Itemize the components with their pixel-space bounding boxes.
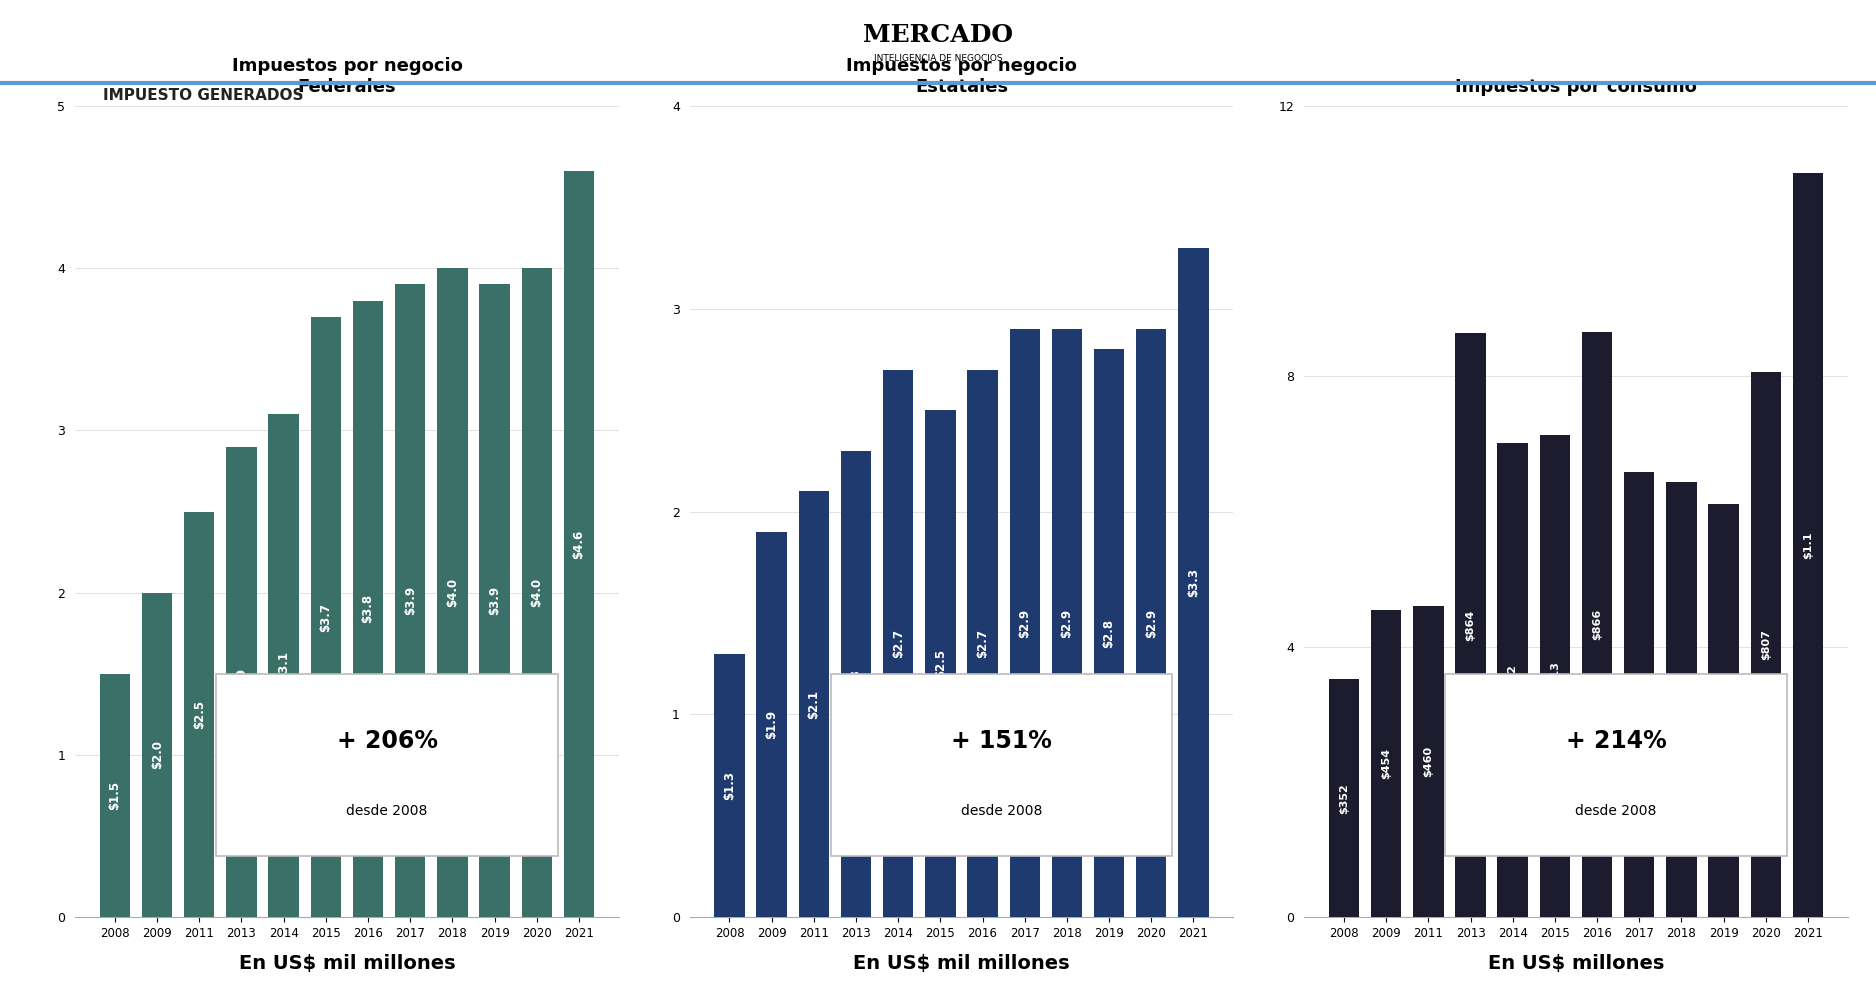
Title: Impuestos por consumo: Impuestos por consumo	[1456, 78, 1698, 96]
Bar	[1178, 248, 1208, 917]
Text: $2.9: $2.9	[1019, 609, 1032, 638]
Bar	[1540, 435, 1570, 917]
Text: $702: $702	[1508, 664, 1518, 696]
Bar	[1793, 173, 1823, 917]
Bar	[143, 593, 173, 917]
Bar	[1666, 483, 1696, 917]
Text: desde 2008: desde 2008	[347, 803, 428, 817]
Bar	[99, 674, 129, 917]
Bar	[799, 491, 829, 917]
Text: desde 2008: desde 2008	[1576, 803, 1657, 817]
Text: $3.1: $3.1	[278, 651, 291, 680]
Text: $2.7: $2.7	[976, 629, 989, 658]
Text: $866: $866	[1593, 609, 1602, 640]
Text: IMPUESTO GENERADOS: IMPUESTO GENERADOS	[103, 89, 304, 103]
X-axis label: En US$ mil millones: En US$ mil millones	[854, 954, 1069, 973]
Bar	[1709, 504, 1739, 917]
Text: $1.9: $1.9	[765, 710, 779, 739]
Bar	[925, 410, 955, 917]
Title: Impuestos por negocio
Federales: Impuestos por negocio Federales	[231, 57, 461, 96]
Bar	[480, 284, 510, 917]
Text: $3.9: $3.9	[488, 587, 501, 615]
Text: $454: $454	[1381, 748, 1392, 779]
Bar	[184, 512, 214, 917]
Text: $713: $713	[1550, 661, 1559, 691]
Bar	[1625, 472, 1655, 917]
Text: $2.3: $2.3	[850, 669, 863, 699]
FancyBboxPatch shape	[1445, 674, 1786, 857]
Bar	[1009, 329, 1039, 917]
Text: $4.6: $4.6	[572, 529, 585, 558]
Text: desde 2008: desde 2008	[961, 803, 1043, 817]
FancyBboxPatch shape	[831, 674, 1172, 857]
Text: $3.9: $3.9	[403, 587, 416, 615]
Bar	[756, 532, 786, 917]
Bar	[1456, 333, 1486, 917]
Text: $3.7: $3.7	[319, 603, 332, 632]
Text: $864: $864	[1465, 610, 1476, 641]
Text: $2.9: $2.9	[1060, 609, 1073, 638]
Text: $1.3: $1.3	[722, 771, 735, 800]
Text: $611: $611	[1718, 696, 1728, 726]
Bar	[1581, 332, 1611, 917]
Bar	[884, 370, 914, 917]
Text: $2.9: $2.9	[234, 667, 248, 697]
Text: INTELIGENCIA DE NEGOCIOS: INTELIGENCIA DE NEGOCIOS	[874, 54, 1002, 62]
Text: $2.7: $2.7	[891, 629, 904, 658]
Text: MERCADO: MERCADO	[863, 23, 1013, 47]
Text: $2.9: $2.9	[1144, 609, 1157, 638]
Text: $1.1: $1.1	[1803, 531, 1812, 559]
Bar	[840, 451, 870, 917]
Text: $659: $659	[1634, 679, 1643, 710]
Text: + 206%: + 206%	[336, 730, 437, 753]
Text: $2.5: $2.5	[193, 700, 206, 729]
Bar	[437, 268, 467, 917]
Bar	[268, 414, 298, 917]
Text: $1.5: $1.5	[109, 781, 122, 810]
Text: $3.3: $3.3	[1188, 569, 1201, 597]
X-axis label: En US$ millones: En US$ millones	[1488, 954, 1664, 973]
Bar	[353, 300, 383, 917]
Bar	[1094, 349, 1124, 917]
Bar	[522, 268, 552, 917]
Text: $352: $352	[1339, 783, 1349, 813]
Bar	[968, 370, 998, 917]
Bar	[227, 447, 257, 917]
Bar	[1137, 329, 1167, 917]
Bar	[1052, 329, 1082, 917]
Text: $4.0: $4.0	[446, 579, 460, 607]
Text: + 151%: + 151%	[951, 730, 1052, 753]
Text: $643: $643	[1677, 684, 1687, 716]
Bar	[715, 653, 745, 917]
Bar	[1371, 610, 1401, 917]
Bar	[1413, 606, 1443, 917]
Bar	[565, 170, 595, 917]
Text: $2.8: $2.8	[1103, 619, 1116, 648]
Title: Impuestos por negocio
Estatales: Impuestos por negocio Estatales	[846, 57, 1077, 96]
Text: $2.5: $2.5	[934, 649, 947, 678]
Bar	[311, 317, 341, 917]
FancyBboxPatch shape	[216, 674, 557, 857]
Text: $3.8: $3.8	[362, 595, 375, 624]
Text: + 214%: + 214%	[1566, 730, 1666, 753]
Text: $4.0: $4.0	[531, 579, 544, 607]
Text: $2.0: $2.0	[150, 741, 163, 769]
Bar	[396, 284, 426, 917]
Bar	[1328, 679, 1358, 917]
Text: $2.1: $2.1	[807, 689, 820, 719]
Bar	[1497, 443, 1527, 917]
Text: $460: $460	[1424, 746, 1433, 777]
Text: $807: $807	[1762, 629, 1771, 660]
Bar	[1750, 372, 1780, 917]
X-axis label: En US$ mil millones: En US$ mil millones	[238, 954, 456, 973]
